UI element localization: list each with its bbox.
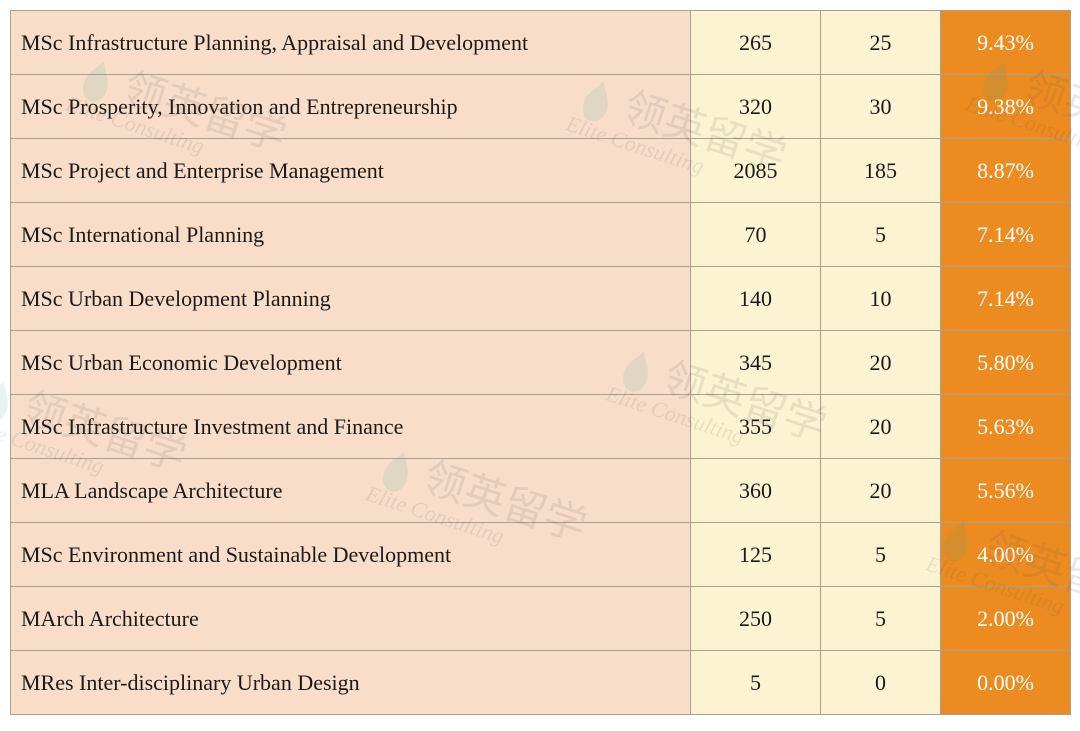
table-row: MSc Infrastructure Investment and Financ…: [11, 395, 1071, 459]
offers-cell: 185: [821, 139, 941, 203]
rate-cell: 0.00%: [941, 651, 1071, 715]
table-row: MSc Environment and Sustainable Developm…: [11, 523, 1071, 587]
table-row: MArch Architecture25052.00%: [11, 587, 1071, 651]
applications-cell: 265: [691, 11, 821, 75]
rate-cell: 7.14%: [941, 267, 1071, 331]
offers-cell: 5: [821, 523, 941, 587]
applications-cell: 70: [691, 203, 821, 267]
table-row: MSc Infrastructure Planning, Appraisal a…: [11, 11, 1071, 75]
program-name-cell: MSc Urban Economic Development: [11, 331, 691, 395]
program-name-cell: MSc Project and Enterprise Management: [11, 139, 691, 203]
rate-cell: 2.00%: [941, 587, 1071, 651]
applications-cell: 140: [691, 267, 821, 331]
offers-cell: 25: [821, 11, 941, 75]
program-name-cell: MArch Architecture: [11, 587, 691, 651]
program-name-cell: MSc Infrastructure Investment and Financ…: [11, 395, 691, 459]
program-name-cell: MSc Infrastructure Planning, Appraisal a…: [11, 11, 691, 75]
rate-cell: 7.14%: [941, 203, 1071, 267]
table-row: MSc Prosperity, Innovation and Entrepren…: [11, 75, 1071, 139]
offers-cell: 30: [821, 75, 941, 139]
applications-cell: 345: [691, 331, 821, 395]
applications-cell: 125: [691, 523, 821, 587]
offers-cell: 5: [821, 203, 941, 267]
applications-cell: 250: [691, 587, 821, 651]
applications-cell: 5: [691, 651, 821, 715]
table-row: MRes Inter-disciplinary Urban Design500.…: [11, 651, 1071, 715]
applications-cell: 360: [691, 459, 821, 523]
table-container: MSc Infrastructure Planning, Appraisal a…: [10, 10, 1070, 715]
rate-cell: 5.63%: [941, 395, 1071, 459]
table-row: MSc International Planning7057.14%: [11, 203, 1071, 267]
table-row: MSc Urban Development Planning140107.14%: [11, 267, 1071, 331]
rate-cell: 5.80%: [941, 331, 1071, 395]
program-name-cell: MRes Inter-disciplinary Urban Design: [11, 651, 691, 715]
offers-cell: 5: [821, 587, 941, 651]
program-name-cell: MSc Urban Development Planning: [11, 267, 691, 331]
offers-cell: 10: [821, 267, 941, 331]
offers-cell: 20: [821, 395, 941, 459]
offers-cell: 20: [821, 331, 941, 395]
rate-cell: 9.43%: [941, 11, 1071, 75]
program-name-cell: MSc International Planning: [11, 203, 691, 267]
rate-cell: 5.56%: [941, 459, 1071, 523]
offers-cell: 20: [821, 459, 941, 523]
applications-cell: 320: [691, 75, 821, 139]
program-name-cell: MSc Prosperity, Innovation and Entrepren…: [11, 75, 691, 139]
rate-cell: 9.38%: [941, 75, 1071, 139]
program-name-cell: MLA Landscape Architecture: [11, 459, 691, 523]
programs-table: MSc Infrastructure Planning, Appraisal a…: [10, 10, 1071, 715]
applications-cell: 355: [691, 395, 821, 459]
table-row: MSc Urban Economic Development345205.80%: [11, 331, 1071, 395]
rate-cell: 4.00%: [941, 523, 1071, 587]
table-row: MLA Landscape Architecture360205.56%: [11, 459, 1071, 523]
offers-cell: 0: [821, 651, 941, 715]
rate-cell: 8.87%: [941, 139, 1071, 203]
program-name-cell: MSc Environment and Sustainable Developm…: [11, 523, 691, 587]
applications-cell: 2085: [691, 139, 821, 203]
table-row: MSc Project and Enterprise Management208…: [11, 139, 1071, 203]
